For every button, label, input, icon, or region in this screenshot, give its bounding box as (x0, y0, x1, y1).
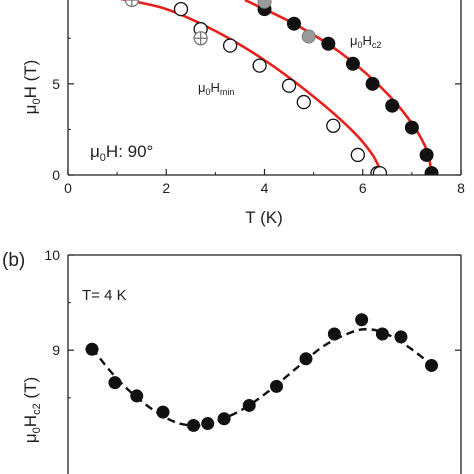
hmin-point (296, 94, 311, 110)
panel-b-point (394, 330, 408, 344)
panel-b-point (130, 389, 144, 403)
panel-b-point (156, 405, 170, 419)
legend-label-hmin: μ0Hmin (198, 80, 234, 97)
panel-b-point (425, 358, 439, 372)
legend-hc2-sub0: 0 (358, 40, 363, 50)
panel-a-x-axis-label: T (K) (245, 208, 282, 227)
panel-b-point (201, 417, 215, 431)
panel-b-ylabel-subc2: c2 (31, 403, 43, 415)
hmin-point (222, 38, 238, 53)
panel-a-fit-curves (119, 0, 433, 175)
crossed-point (124, 0, 140, 8)
hc2-point (419, 147, 434, 162)
panel-b-point (108, 376, 122, 390)
panel-b-point (85, 342, 99, 356)
legend-hc2-h: H (363, 33, 372, 48)
hmin-point (326, 118, 341, 133)
panel-b-data-points (85, 313, 439, 432)
panel-a-x-tick-label: 8 (457, 180, 465, 196)
panel-a-annot-sub: 0 (100, 152, 106, 164)
panel-a-y-tick-label: 0 (52, 167, 60, 183)
panel-b-y-tick-label: 9 (52, 342, 60, 358)
legend-hmin-h: H (211, 80, 220, 95)
panel-b-point (355, 313, 369, 327)
panel-a-x-ticks: 0 2 4 6 8 (64, 169, 465, 196)
panel-b-ylabel-unit: (T) (21, 377, 40, 403)
legend-hmin-submin: min (220, 87, 235, 97)
hc2-point (321, 36, 336, 51)
hmin-point (350, 147, 365, 163)
hmin-point (173, 1, 189, 17)
hmin-point (281, 78, 297, 93)
panel-a-fit-curve-1 (244, 0, 433, 175)
grey-point (301, 29, 316, 44)
crossed-point (193, 31, 208, 46)
panel-b-y-ticks: 9 10 (44, 247, 461, 399)
panel-a-x-tick-label: 0 (64, 180, 72, 196)
panel-b-point (299, 352, 313, 366)
panel-b-point (187, 418, 201, 432)
hc2-point (286, 16, 301, 31)
panel-a-data-points (124, 0, 439, 175)
panel-a-y-axis-label: μ0H (T) (21, 60, 43, 115)
panel-a-ylabel-mu: μ (21, 105, 40, 115)
panel-b-ylabel-h: H (21, 415, 40, 427)
panel-b-point (217, 412, 231, 426)
legend-hmin-mu: μ (198, 80, 206, 95)
panel-a-ylabel-rest: H (T) (21, 60, 40, 99)
hc2-point (385, 98, 400, 113)
panel-a-x-tick-label: 2 (162, 180, 170, 196)
panel-b-point (375, 327, 389, 341)
legend-hc2-subc2: c2 (372, 40, 382, 50)
hc2-point (404, 120, 419, 135)
panel-b-dashed-fit (91, 328, 435, 427)
legend-hmin-sub0: 0 (206, 87, 211, 97)
panel-a-y-ticks: 05 (52, 37, 461, 183)
panel-a-fit-curve-0 (119, 0, 384, 175)
panel-b-fit-curve (91, 328, 435, 427)
panel-a-x-tick-label: 4 (261, 180, 269, 196)
panel-b-point (242, 398, 256, 412)
panel-b-y-tick-label: 10 (44, 247, 60, 263)
hc2-point (345, 56, 360, 71)
panel-b-point (270, 379, 284, 393)
panel-b-y-axis-label: μ0Hc2 (T) (21, 377, 43, 443)
hmin-point (372, 166, 388, 175)
panel-b-label: (b) (2, 250, 25, 271)
legend-hc2-mu: μ (350, 33, 358, 48)
hc2-point (424, 166, 439, 175)
panel-b-ylabel-mu: μ (21, 433, 40, 443)
panel-a-angle-annotation: μ0H: 90° (90, 142, 153, 164)
panel-b: (b) 9 10 T= 4 K μ0Hc2 (T) (2, 247, 462, 474)
panel-b-temperature-annotation: T= 4 K (82, 287, 127, 304)
grey-point (257, 0, 272, 9)
hc2-point (365, 76, 380, 91)
hmin-point (252, 58, 267, 73)
panel-a-x-tick-label: 6 (359, 180, 367, 196)
panel-a-annot-mu: μ (90, 142, 100, 161)
panel-a-ylabel-sub: 0 (31, 98, 43, 104)
panel-a-annot-rest: H: 90° (106, 142, 153, 161)
panel-a-y-tick-label: 5 (52, 76, 60, 92)
legend-label-hc2: μ0Hc2 (350, 33, 381, 50)
panel-b-ylabel-sub0: 0 (31, 427, 43, 433)
panel-b-point (327, 327, 341, 341)
